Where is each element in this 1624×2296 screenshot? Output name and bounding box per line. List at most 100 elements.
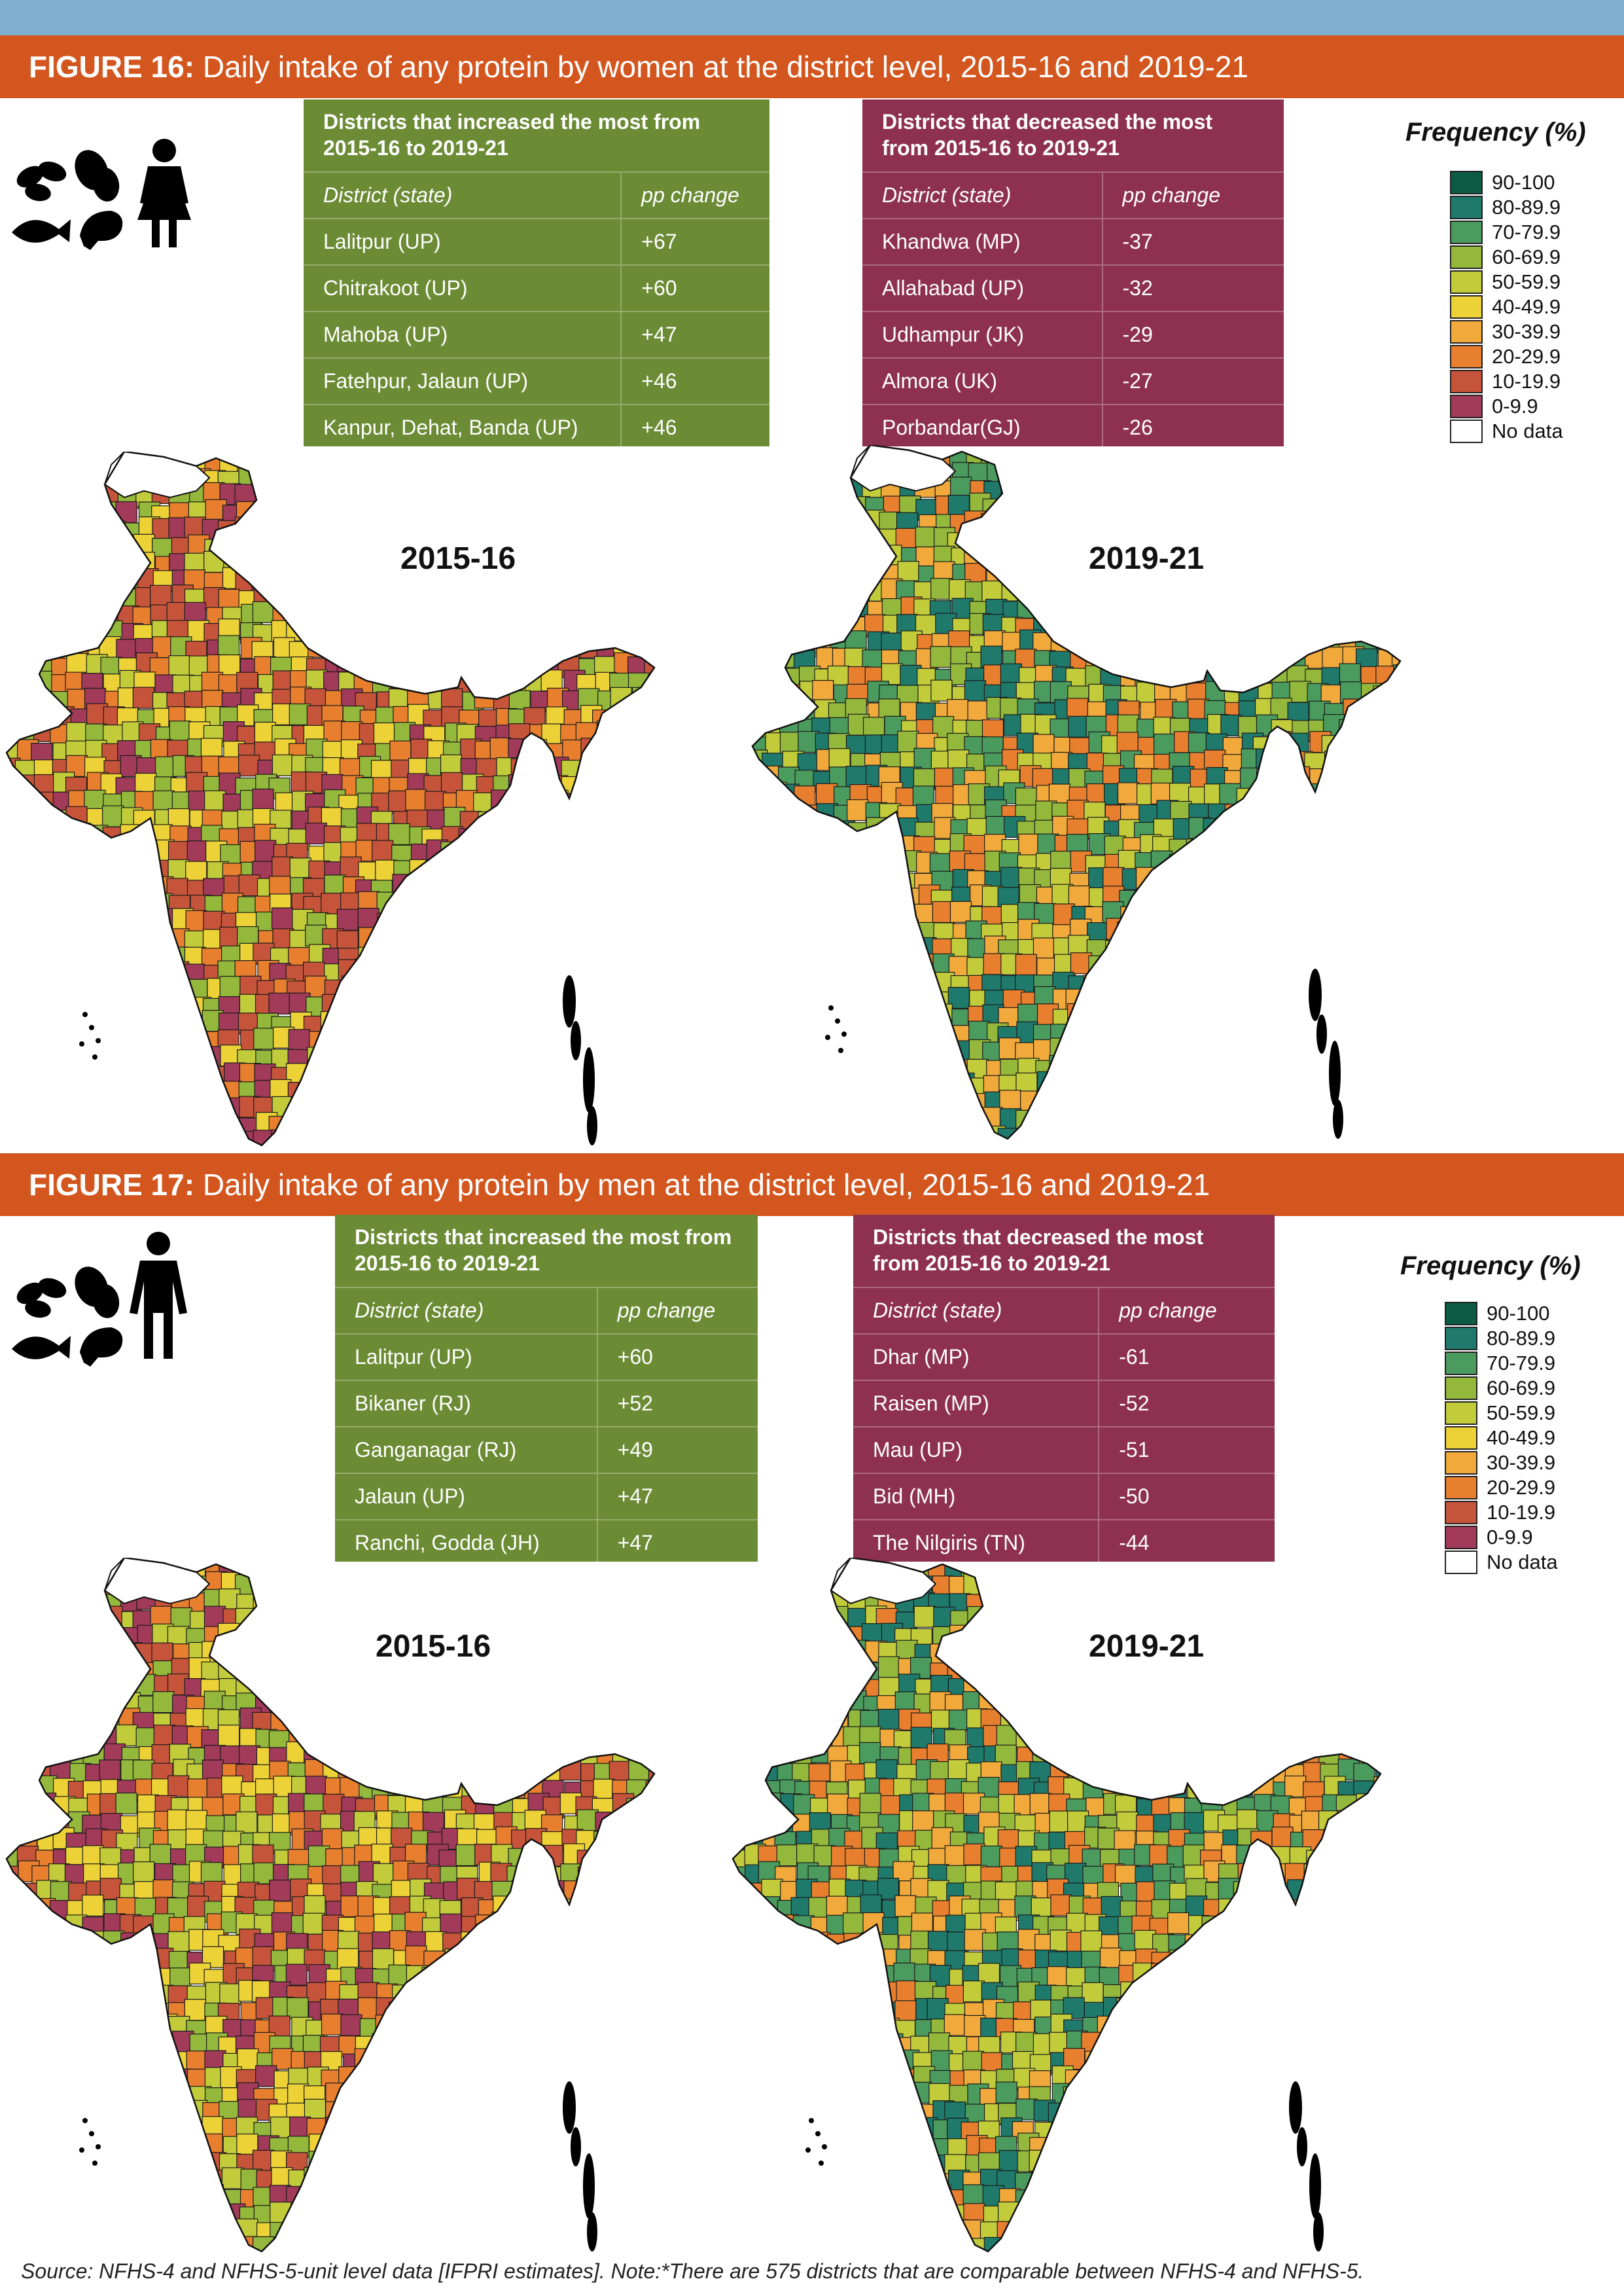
district-cell	[1101, 973, 1123, 996]
district-cell	[512, 2103, 535, 2126]
district-cell	[425, 1063, 447, 1086]
district-cell	[611, 737, 633, 759]
district-cell	[545, 520, 568, 543]
district-cell	[1120, 492, 1142, 514]
district-cell	[1218, 1109, 1241, 1131]
district-cell	[116, 875, 138, 897]
district-cell	[422, 588, 444, 611]
district-cell	[1187, 617, 1210, 639]
district-cell	[423, 2151, 445, 2174]
legend-item: 10-19.9	[1445, 1500, 1558, 1525]
district-cell	[626, 452, 648, 473]
column-header-district: District (state)	[335, 1287, 597, 1334]
district-cell	[427, 2121, 450, 2144]
district-cell	[1135, 905, 1157, 927]
district-cell	[236, 1627, 258, 1650]
district-cell	[528, 1096, 550, 1118]
table-cell-change: +47	[596, 1519, 758, 1566]
district-cell	[7, 1062, 24, 1084]
district-cell	[1256, 918, 1279, 940]
district-cell	[867, 974, 889, 996]
district-cell	[442, 2051, 464, 2073]
district-cell	[87, 844, 109, 866]
table-cell-change: -52	[1098, 1380, 1275, 1427]
district-cell	[67, 1577, 90, 1600]
district-cell	[612, 1793, 635, 1815]
district-cell	[473, 1946, 495, 1968]
district-cell	[1407, 528, 1413, 549]
district-cell	[388, 1572, 410, 1594]
district-cell	[325, 1045, 347, 1067]
table-cell-change: -50	[1098, 1473, 1275, 1520]
district-cell	[1171, 479, 1193, 502]
district-cell	[761, 447, 783, 469]
district-cell	[323, 1082, 345, 1104]
district-cell	[614, 1132, 636, 1145]
figure17-header: FIGURE 17: Daily intake of any protein b…	[0, 1153, 1624, 1216]
district-cell	[133, 878, 156, 901]
district-cell	[581, 998, 603, 1020]
district-cell	[594, 1929, 616, 1951]
district-cell	[7, 1656, 19, 1679]
district-cell	[457, 1744, 480, 1767]
district-cell	[593, 840, 616, 863]
district-cell	[646, 1743, 654, 1765]
district-cell	[358, 1029, 380, 1051]
district-cell	[7, 1592, 18, 1614]
district-cell	[581, 791, 603, 814]
district-cell	[1070, 545, 1092, 567]
district-cell	[1238, 1077, 1260, 1100]
district-cell	[645, 878, 654, 901]
district-cell	[1101, 1143, 1121, 1152]
district-cell	[376, 637, 398, 660]
district-cell	[663, 724, 667, 745]
district-cell	[884, 905, 906, 927]
district-cell	[1258, 787, 1280, 810]
district-cell	[525, 1661, 548, 1683]
legend-swatch	[1450, 320, 1483, 344]
district-cell	[593, 2032, 615, 2054]
district-cell	[99, 1079, 122, 1102]
district-cell	[1120, 648, 1142, 671]
district-cell	[120, 857, 142, 879]
district-cell	[508, 738, 530, 761]
district-cell	[51, 2087, 73, 2109]
district-cell	[272, 482, 294, 504]
district-cell	[1392, 749, 1400, 772]
district-cell	[845, 1091, 868, 1113]
district-cell	[561, 2066, 584, 2089]
district-cell	[764, 887, 786, 909]
district-cell	[629, 2099, 651, 2121]
district-cell	[998, 531, 1021, 554]
district-cell	[861, 532, 884, 554]
district-cell	[496, 1625, 518, 1648]
district-cell	[864, 867, 887, 889]
district-cell	[527, 994, 549, 1016]
district-cell	[444, 912, 466, 934]
district-cell	[660, 772, 667, 793]
district-cell	[899, 992, 921, 1014]
district-cell	[7, 454, 24, 476]
district-cell	[1306, 921, 1328, 943]
district-cell	[135, 1027, 158, 1049]
district-cell	[919, 1020, 941, 1042]
district-cell	[65, 1677, 88, 1699]
district-cell	[1201, 1041, 1224, 1063]
legend-item: 90-100	[1445, 1301, 1558, 1326]
district-cell	[393, 2135, 415, 2157]
district-cell	[563, 1593, 586, 1615]
district-cell	[16, 1571, 39, 1593]
district-cell	[597, 1946, 620, 1968]
district-cell	[444, 1082, 467, 1105]
district-cell	[70, 1130, 92, 1145]
district-cell	[760, 697, 783, 719]
district-cell	[644, 723, 654, 746]
district-cell	[1360, 1039, 1383, 1062]
district-cell	[101, 1132, 124, 1145]
district-cell	[813, 564, 836, 586]
district-cell	[540, 535, 563, 557]
district-cell	[1088, 612, 1110, 635]
district-cell	[934, 1110, 956, 1132]
district-cell	[812, 822, 834, 844]
district-cell	[494, 1592, 517, 1615]
